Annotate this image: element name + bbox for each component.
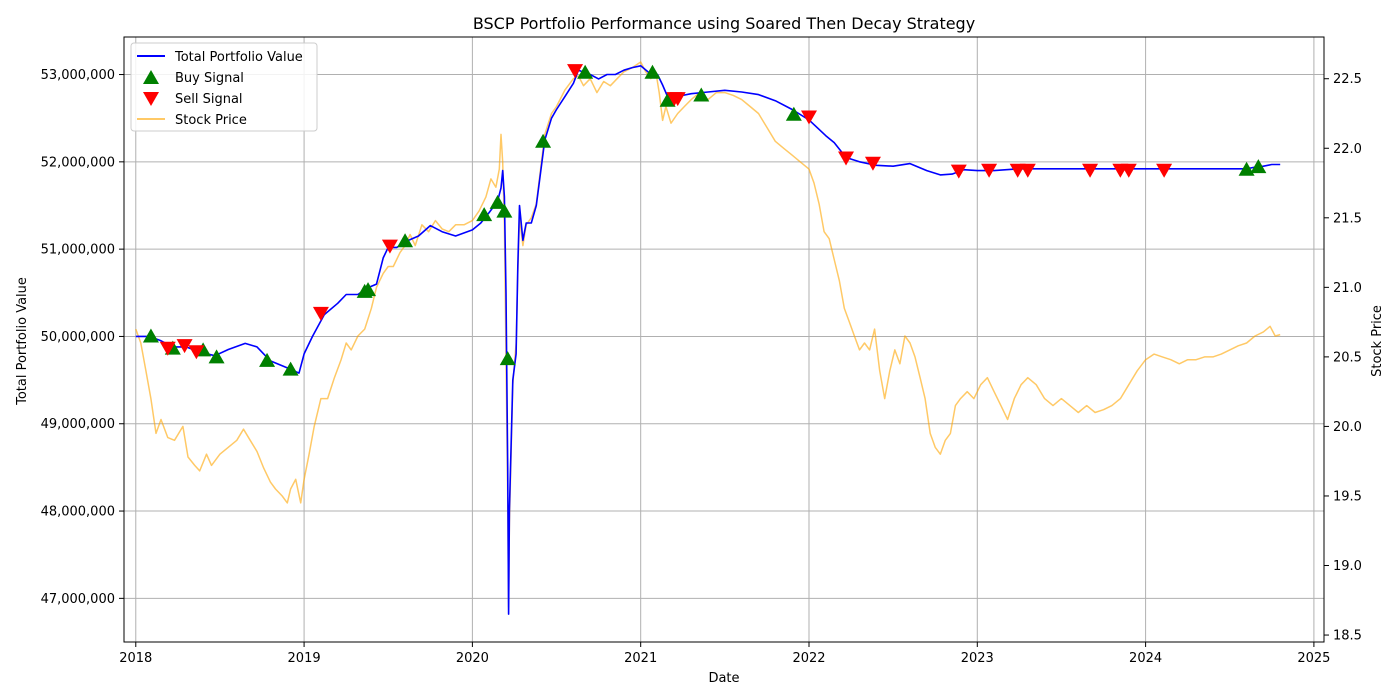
legend-label-stock: Stock Price (175, 113, 247, 128)
sell-signal-marker (950, 164, 967, 179)
y-tick-label: 49,000,000 (41, 417, 115, 432)
buy-signal-marker (659, 92, 676, 107)
sell-signal-marker (381, 239, 398, 254)
sell-signal-marker (864, 156, 881, 171)
buy-signal-marker (1250, 159, 1267, 174)
grid (124, 37, 1324, 642)
x-tick-label: 2019 (288, 651, 321, 666)
legend-label-portfolio: Total Portfolio Value (174, 50, 303, 65)
sell-signal-marker (981, 163, 998, 178)
sell-signal-marker (1120, 163, 1137, 178)
x-tick-label: 2024 (1129, 651, 1162, 666)
buy-signal-marker (208, 349, 225, 364)
chart-title: BSCP Portfolio Performance using Soared … (473, 14, 975, 33)
signal-markers (142, 64, 1267, 376)
buy-signal-marker (577, 64, 594, 79)
buy-signal-marker (785, 106, 802, 121)
buy-signal-marker (535, 133, 552, 148)
plot-frame (123, 36, 1325, 643)
legend-box (130, 42, 318, 132)
y2-tick-label: 20.5 (1333, 350, 1362, 365)
sell-signal-marker (1019, 163, 1036, 178)
y2-tick-label: 20.0 (1333, 420, 1362, 435)
buy-signal-marker (693, 87, 710, 102)
legend-marker-sell (143, 92, 159, 106)
x-tick-label: 2025 (1297, 651, 1330, 666)
buy-signal-marker (142, 328, 159, 343)
y-tick-label: 53,000,000 (41, 68, 115, 83)
sell-signal-marker (567, 64, 584, 79)
sell-signal-marker (800, 110, 817, 125)
portfolio-value-line (135, 65, 1281, 615)
buy-signal-marker (489, 194, 506, 209)
legend-marker-buy (143, 70, 159, 84)
y2-tick-label: 18.5 (1333, 629, 1362, 644)
portfolio-value-series (135, 65, 1281, 615)
legend-label-sell: Sell Signal (175, 92, 243, 107)
sell-signal-marker (669, 92, 686, 107)
y2-tick-label: 19.5 (1333, 489, 1362, 504)
sell-signal-marker (1082, 163, 1099, 178)
x-axis-label: Date (708, 671, 739, 686)
x-tick-label: 2020 (456, 651, 489, 666)
buy-signal-marker (282, 361, 299, 376)
y2-tick-label: 22.0 (1333, 142, 1362, 157)
y-tick-label: 51,000,000 (41, 243, 115, 258)
y-tick-label: 52,000,000 (41, 155, 115, 170)
buy-signal-marker (496, 203, 513, 218)
sell-signal-marker (176, 339, 193, 354)
sell-signal-marker (312, 306, 329, 321)
y2-tick-label: 21.0 (1333, 281, 1362, 296)
y2-tick-label: 21.5 (1333, 211, 1362, 226)
buy-signal-marker (1238, 161, 1255, 176)
sell-signal-marker (159, 341, 176, 356)
buy-signal-marker (499, 351, 516, 366)
axes: 2018 2019 2020 2021 2022 2023 2024 2025 47,000,0… (41, 36, 1362, 666)
sell-signal-marker (838, 151, 855, 166)
y2-tick-label: 19.0 (1333, 559, 1362, 574)
y-tick-label: 47,000,000 (41, 592, 115, 607)
x-tick-label: 2023 (961, 651, 994, 666)
stock-price-series (135, 61, 1281, 608)
y2-axis-label: Stock Price (1370, 305, 1385, 377)
y-tick-label: 48,000,000 (41, 505, 115, 520)
legend: Total Portfolio Value Buy Signal Sell Si… (130, 42, 318, 132)
buy-signal-marker (476, 207, 493, 222)
buy-signal-marker (259, 352, 276, 367)
y-tick-label: 50,000,000 (41, 330, 115, 345)
x-tick-label: 2022 (792, 651, 825, 666)
x-tick-label: 2021 (624, 651, 657, 666)
buy-signal-marker (644, 64, 661, 79)
legend-label-buy: Buy Signal (175, 71, 244, 86)
buy-signal-marker (397, 233, 414, 248)
y-axis-label: Total Portfolio Value (15, 277, 30, 406)
buy-signal-marker (360, 282, 377, 297)
sell-signal-marker (1009, 163, 1026, 178)
sell-signal-marker (1156, 163, 1173, 178)
stock-price-line (135, 61, 1281, 608)
sell-signal-marker (188, 345, 205, 360)
x-tick-label: 2018 (119, 651, 152, 666)
y2-tick-label: 22.5 (1333, 72, 1362, 87)
